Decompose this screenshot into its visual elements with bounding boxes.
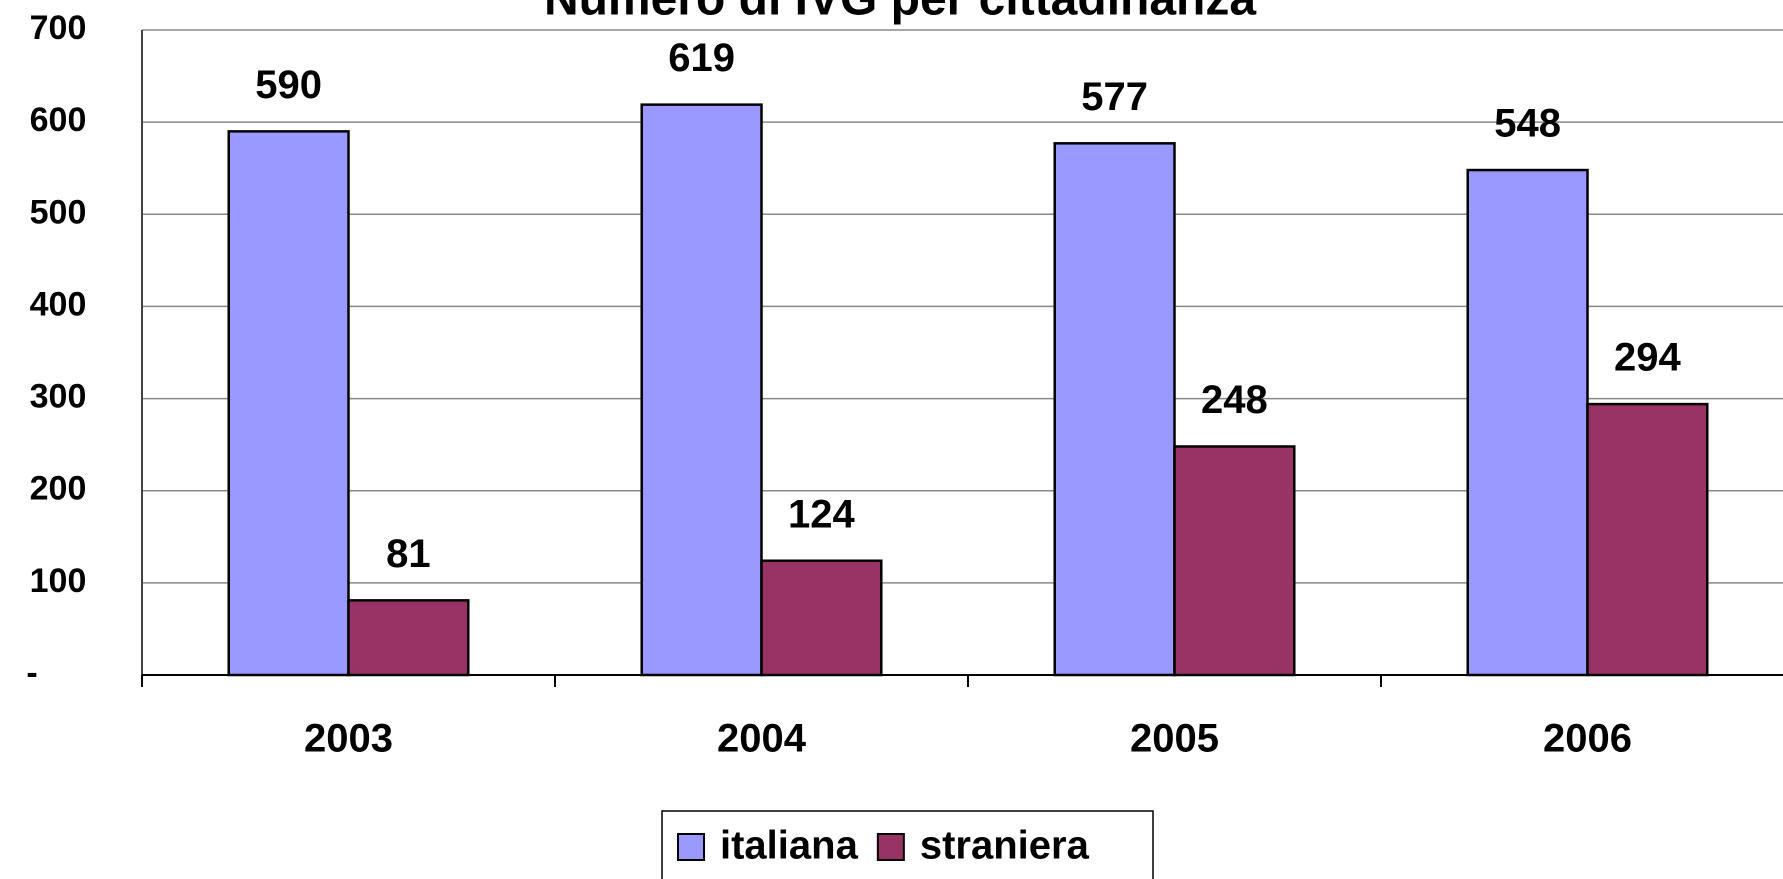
data-label: 548 [1494,102,1561,146]
y-tick-label: 300 [30,378,87,416]
y-tick-label: 100 [30,562,87,600]
legend-box [661,810,1154,879]
bar [227,130,350,677]
bar [1586,402,1709,677]
legend-swatch [677,833,705,861]
data-label: 294 [1614,336,1681,380]
x-tick-label: 2006 [1543,717,1632,761]
data-label: 248 [1201,378,1268,422]
x-tick-label: 2004 [717,717,807,761]
x-tick-label: 2005 [1130,717,1219,761]
bar [1466,168,1589,677]
bar [760,559,883,677]
bar [1173,445,1296,677]
data-label: 590 [255,63,322,107]
y-tick-label: 500 [30,193,87,231]
y-tick-label: 600 [30,101,87,139]
bar [1053,142,1176,677]
legend-swatch [876,833,905,861]
data-label: 619 [668,36,735,80]
data-label: 124 [788,492,855,536]
x-tick-label: 2003 [304,717,393,761]
y-tick-label: - [26,654,37,692]
data-label: 81 [386,532,431,576]
y-tick-label: 700 [30,9,87,47]
chart-title: Numero di IVG per cittadinanza [544,0,1256,26]
legend-label: straniera [920,824,1090,868]
y-tick-label: 200 [30,470,87,508]
bar [347,599,470,677]
y-tick-label: 400 [30,285,87,323]
legend-label: italiana [720,824,859,868]
data-label: 577 [1081,75,1148,119]
bar [640,103,763,677]
